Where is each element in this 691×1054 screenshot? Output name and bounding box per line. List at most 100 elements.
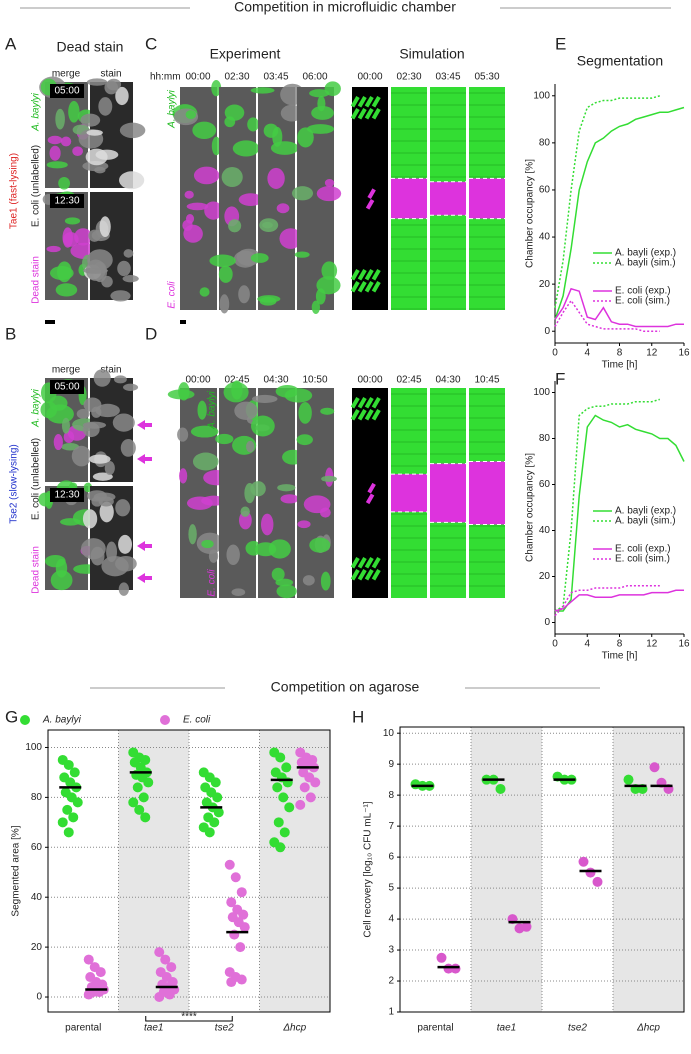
cell-cluster xyxy=(247,117,259,132)
data-point xyxy=(623,774,634,785)
data-point xyxy=(236,887,247,898)
cell-cluster xyxy=(291,186,314,201)
data-point xyxy=(132,782,143,793)
x-tick-label: 12 xyxy=(646,348,658,359)
time-label: 00:00 xyxy=(185,375,210,386)
arrow xyxy=(137,573,152,583)
x-tick-label: parental xyxy=(65,1023,101,1034)
sim-cell xyxy=(371,108,381,120)
data-point xyxy=(305,792,316,803)
sim-cell xyxy=(357,280,367,293)
sim-cell xyxy=(357,108,367,120)
cell-cluster xyxy=(55,283,78,297)
sim-cell xyxy=(364,96,374,108)
time-label: 02:45 xyxy=(396,375,421,386)
data-point xyxy=(278,792,289,803)
sim-cell xyxy=(357,409,367,421)
data-point xyxy=(224,859,235,870)
timestamp: 12:30 xyxy=(54,196,79,207)
cell-cluster xyxy=(179,468,188,484)
significance-label: **** xyxy=(181,1012,197,1023)
cell-cluster xyxy=(82,422,100,438)
cell-cluster xyxy=(99,501,114,523)
y-axis-label: Chamber occupancy [%] xyxy=(525,159,536,268)
time-label: 04:30 xyxy=(435,375,460,386)
micrograph xyxy=(80,486,137,596)
panel-letter: E xyxy=(555,34,566,53)
legend-swatch xyxy=(160,715,170,725)
cell-cluster xyxy=(60,136,72,147)
cell-cluster xyxy=(120,438,136,457)
micrograph xyxy=(78,78,146,190)
y-tick-label: 0 xyxy=(544,617,550,628)
cell-cluster xyxy=(231,588,246,597)
cell-cluster xyxy=(119,171,145,190)
data-point xyxy=(212,792,223,803)
panel-letter: F xyxy=(555,369,565,388)
column-label: merge xyxy=(52,365,81,376)
y-tick-label: 60 xyxy=(539,185,551,196)
cell-cluster xyxy=(259,296,277,306)
cell-cluster xyxy=(104,80,119,95)
cell-cluster xyxy=(80,113,101,127)
x-tick-label: 16 xyxy=(678,348,690,359)
cell-cluster xyxy=(321,261,338,280)
cell-cluster xyxy=(284,388,313,403)
y-tick-label: 100 xyxy=(25,742,42,753)
data-point xyxy=(57,817,68,828)
legend-label: E. coli xyxy=(183,715,211,726)
data-point xyxy=(295,799,306,810)
legend-label: A. bayli (exp.) xyxy=(615,506,676,517)
data-point xyxy=(138,792,149,803)
cell-cluster xyxy=(106,541,118,563)
data-point xyxy=(209,817,220,828)
cell-cluster xyxy=(72,146,83,156)
chart-title: Segmentation xyxy=(577,53,663,69)
y-tick-label: 40 xyxy=(31,892,43,903)
column-label: stain xyxy=(100,69,121,80)
cell-cluster xyxy=(53,433,63,451)
sim-cell xyxy=(371,557,381,569)
sim-band xyxy=(469,178,505,219)
cell-cluster xyxy=(298,402,312,424)
cell-cluster xyxy=(309,89,330,98)
cell-cluster xyxy=(46,161,68,169)
cell-cluster xyxy=(95,403,120,418)
panel-letter: C xyxy=(145,34,157,53)
cell-cluster xyxy=(46,245,61,253)
cell-cluster xyxy=(178,382,190,401)
strain-label: Tae1 (fast-lysing) xyxy=(9,153,20,229)
strain-label: A. baylyi xyxy=(207,390,218,430)
cell-cluster xyxy=(250,87,275,94)
sim-cell xyxy=(364,557,374,569)
y-tick-label: 6 xyxy=(388,852,394,863)
cell-cluster xyxy=(104,461,115,476)
cell-cluster xyxy=(101,275,113,288)
cell-cluster xyxy=(309,537,331,553)
y-axis-label: Cell recovery [log₁₀ CFU mL⁻¹] xyxy=(363,801,374,937)
cell-cluster xyxy=(254,542,277,557)
band-shade xyxy=(118,730,189,1012)
significance-bracket xyxy=(145,1016,233,1022)
data-point xyxy=(230,872,241,883)
panel-letter: A xyxy=(5,34,17,53)
sim-cell xyxy=(357,569,367,581)
cell-cluster xyxy=(234,401,258,421)
cell-cluster xyxy=(297,520,311,529)
strain-label: A. baylyi xyxy=(167,89,178,129)
strain-label: E. coli xyxy=(167,281,178,309)
band-shade xyxy=(259,730,330,1012)
timestamp: 12:30 xyxy=(54,490,79,501)
sim-band xyxy=(430,181,466,216)
cell-cluster xyxy=(118,582,130,596)
cell-cluster xyxy=(186,496,213,510)
panel-letter: B xyxy=(5,324,16,343)
strain-label: E. coli xyxy=(207,569,218,597)
y-tick-label: 4 xyxy=(388,914,394,925)
cell-cluster xyxy=(271,567,285,582)
time-label: 00:00 xyxy=(357,375,382,386)
cell-cluster xyxy=(93,369,111,387)
y-tick-label: 2 xyxy=(388,976,394,987)
sim-cell xyxy=(357,397,367,409)
data-point xyxy=(63,827,74,838)
